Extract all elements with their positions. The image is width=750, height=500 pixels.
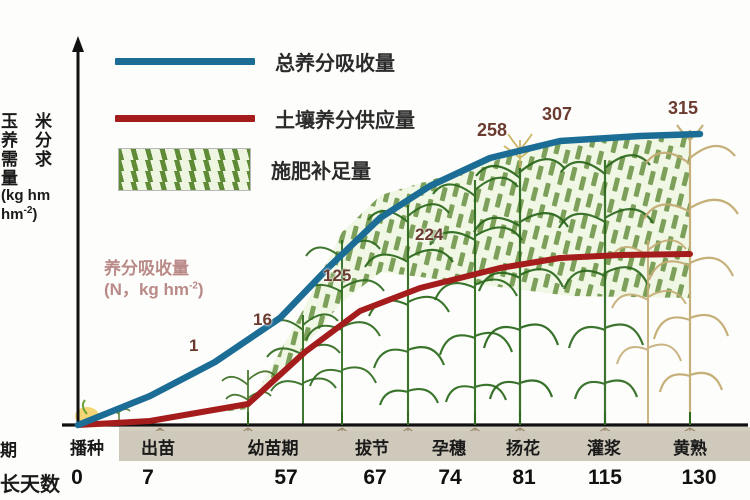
days-row-label: 长天数 [0,474,60,496]
annotation-line-2-pre: (N，kg hm [104,280,189,300]
legend-line-icon-soil-supply [115,115,255,122]
annotation-line-2-post: ) [197,280,204,300]
y-axis-unit-exponent: -2 [23,204,33,216]
soil-supply-curve [75,251,693,428]
fertilizer-supplement-area [78,131,690,425]
axis-lines [62,36,748,427]
day-cell-7: 130 [681,466,717,489]
y-axis-label-line-3: 量 [1,169,18,189]
stage-band-background [119,431,750,461]
day-cell-5: 81 [512,466,536,489]
y-axis-label-line-2: 需 求 [1,150,52,170]
y-axis-label-line-0: 玉 米 [1,112,52,131]
legend-label-fertilizer: 施肥补足量 [271,161,371,183]
y-axis-unit-paren: ) [32,205,38,223]
legend-item-soil-supply: 土壤养分供应量 [115,104,415,133]
data-label-224: 224 [415,225,444,244]
stage-cell-1: 出苗 [141,439,175,458]
stage-cell-7: 黄熟 [673,439,707,458]
y-axis-unit-open: (kg hm [1,187,51,205]
annotation-line-2-exponent: -2 [189,280,198,292]
annotation-line-2: (N，kg hm-2) [104,279,204,300]
data-label-1: 1 [189,336,199,355]
day-cell-2: 57 [274,466,298,489]
day-cell-1: 7 [142,466,154,489]
legend-hatch-icon-fertilizer [118,148,251,191]
data-label-125: 125 [323,266,352,285]
data-label-16: 16 [253,310,272,329]
nutrient-uptake-annotation: 养分吸收量 (N，kg hm-2) [104,258,204,301]
legend-line-icon-total-uptake [115,58,255,65]
day-cell-4: 74 [438,466,462,489]
stage-cell-0: 播种 [70,439,104,458]
stage-cell-4: 孕穗 [432,439,466,458]
day-cell-3: 67 [363,466,387,489]
stage-cell-2: 幼苗期 [247,439,299,458]
legend-item-total-uptake: 总养分吸收量 [115,47,395,76]
data-label-258: 258 [477,120,508,140]
legend-label-soil-supply: 土壤养分供应量 [275,110,415,132]
day-cell-0: 0 [71,466,83,489]
legend-item-fertilizer: 施肥补足量 [118,148,371,191]
data-label-315: 315 [668,98,699,118]
total-uptake-curve [74,130,704,429]
y-axis-label: 玉 米 养 分 需 求 量 (kg hm hm-2) [1,112,63,224]
day-cell-6: 115 [588,466,622,489]
y-axis-label-line-1: 养 分 [1,131,52,151]
stage-cell-5: 扬花 [506,439,540,458]
annotation-line-1: 养分吸收量 [104,259,189,278]
x-axis-ticks [247,412,691,425]
stage-cell-3: 拔节 [355,439,389,458]
legend-label-total-uptake: 总养分吸收量 [275,53,395,75]
stage-row-label: 期 [0,441,17,460]
y-axis-unit-close: hm-2) [1,204,38,223]
data-label-307: 307 [542,104,573,124]
stage-cell-6: 灌浆 [587,439,621,458]
